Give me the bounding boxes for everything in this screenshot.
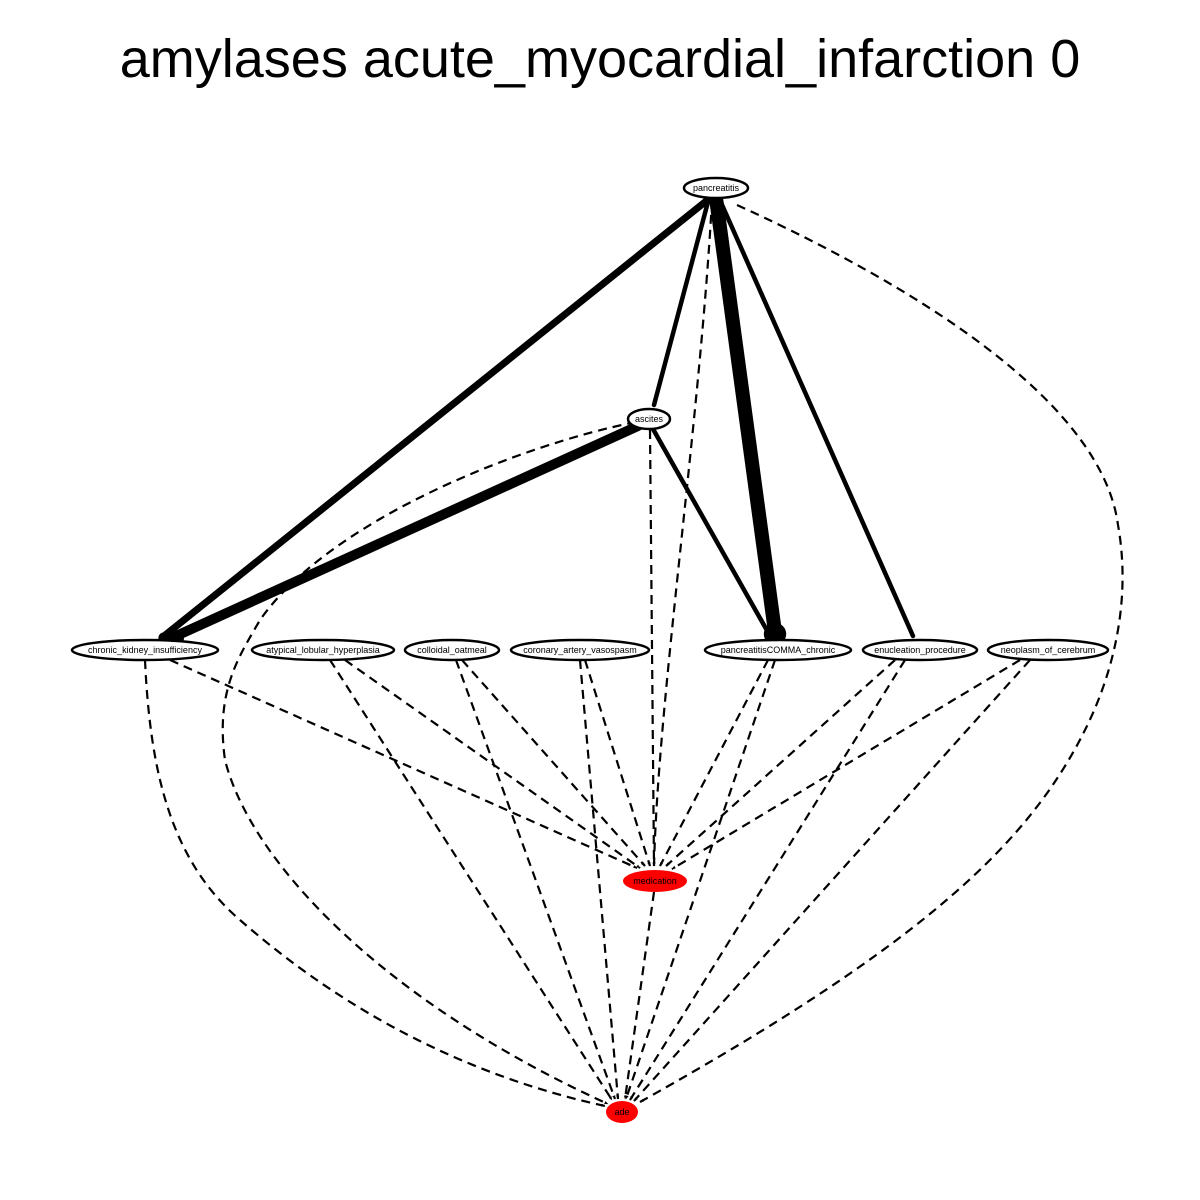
node-label-atypical_lobular_hyperplasia: atypical_lobular_hyperplasia — [266, 645, 380, 655]
edge-pancreatitis-to-ascites — [651, 195, 712, 408]
edge-neoplasm_of_cerebrum-to-ade — [633, 659, 1031, 1102]
edge-medication-to-ade — [623, 891, 656, 1100]
edge-enucleation_procedure-to-ade — [629, 659, 906, 1101]
node-shape-chronic_kidney_insufficiency — [70, 638, 220, 662]
node-shape-neoplasm_of_cerebrum — [986, 638, 1110, 662]
node-enucleation_procedure: enucleation_procedure — [861, 638, 979, 662]
node-shape-colloidal_oatmeal — [403, 638, 501, 662]
node-pancreatitisCOMMA_chronic: pancreatitisCOMMA_chronic — [703, 638, 853, 662]
edge-coronary_artery_vasospasm-to-ade — [578, 659, 620, 1100]
edge-ascites-to-medication — [648, 429, 656, 867]
edge-pancreatitis-to-pancreatitisCOMMA_chronic — [709, 191, 782, 639]
node-label-neoplasm_of_cerebrum: neoplasm_of_cerebrum — [1001, 645, 1096, 655]
edge-chronic_kidney_insufficiency-to-ade — [143, 659, 606, 1108]
node-label-medication: medication — [633, 876, 677, 886]
node-label-coronary_artery_vasospasm: coronary_artery_vasospasm — [523, 645, 637, 655]
node-label-chronic_kidney_insufficiency: chronic_kidney_insufficiency — [88, 645, 202, 655]
node-shape-ade — [606, 1101, 638, 1123]
nodes-layer: pancreatitis ascites chronic_kidney_insuff… — [70, 176, 1110, 1123]
node-coronary_artery_vasospasm: coronary_artery_vasospasm — [509, 638, 651, 662]
edge-ascites-to-pancreatitisCOMMA_chronic — [650, 426, 772, 637]
node-neoplasm_of_cerebrum: neoplasm_of_cerebrum — [986, 638, 1110, 662]
edge-neoplasm_of_cerebrum-to-medication — [671, 659, 1021, 870]
edges-layer — [143, 191, 1124, 1108]
node-ascites: ascites — [626, 407, 672, 431]
node-shape-ascites — [626, 407, 672, 431]
edge-pancreatitis-to-medication — [652, 199, 714, 867]
edge-atypical_lobular_hyperplasia-to-ade — [329, 659, 613, 1101]
node-shape-medication — [623, 870, 687, 892]
node-chronic_kidney_insufficiency: chronic_kidney_insufficiency — [70, 638, 220, 662]
node-pancreatitis: pancreatitis — [682, 176, 750, 200]
edge-colloidal_oatmeal-to-ade — [454, 659, 617, 1100]
node-label-colloidal_oatmeal: colloidal_oatmeal — [417, 645, 487, 655]
node-shape-pancreatitisCOMMA_chronic — [703, 638, 853, 662]
node-shape-atypical_lobular_hyperplasia — [250, 638, 396, 662]
edge-pancreatitisCOMMA_chronic-to-medication — [659, 659, 769, 867]
node-label-enucleation_procedure: enucleation_procedure — [874, 645, 966, 655]
node-label-ascites: ascites — [635, 414, 664, 424]
node-shape-pancreatitis — [682, 176, 750, 200]
edge-pancreatitisCOMMA_chronic-to-ade — [624, 659, 777, 1100]
node-colloidal_oatmeal: colloidal_oatmeal — [403, 638, 501, 662]
node-atypical_lobular_hyperplasia: atypical_lobular_hyperplasia — [250, 638, 396, 662]
edge-chronic_kidney_insufficiency-to-medication — [169, 658, 638, 870]
node-ade: ade — [606, 1101, 638, 1123]
edge-pancreatitis-to-chronic_kidney_insufficiency — [160, 194, 714, 640]
node-label-ade: ade — [614, 1107, 629, 1117]
edge-pancreatitis-to-ade — [639, 203, 1124, 1103]
node-label-pancreatitisCOMMA_chronic: pancreatitisCOMMA_chronic — [721, 645, 836, 655]
edge-pancreatitis-to-enucleation_procedure — [716, 195, 916, 639]
node-shape-enucleation_procedure — [861, 638, 979, 662]
edge-enucleation_procedure-to-medication — [665, 659, 896, 867]
node-shape-coronary_artery_vasospasm — [509, 638, 651, 662]
edge-colloidal_oatmeal-to-medication — [461, 659, 646, 867]
edge-coronary_artery_vasospasm-to-medication — [583, 659, 652, 867]
edge-ascites-to-chronic_kidney_insufficiency — [171, 421, 643, 641]
page-title: amylases acute_myocardial_infarction 0 — [119, 29, 1081, 89]
node-medication: medication — [623, 870, 687, 892]
node-label-pancreatitis: pancreatitis — [693, 183, 740, 193]
